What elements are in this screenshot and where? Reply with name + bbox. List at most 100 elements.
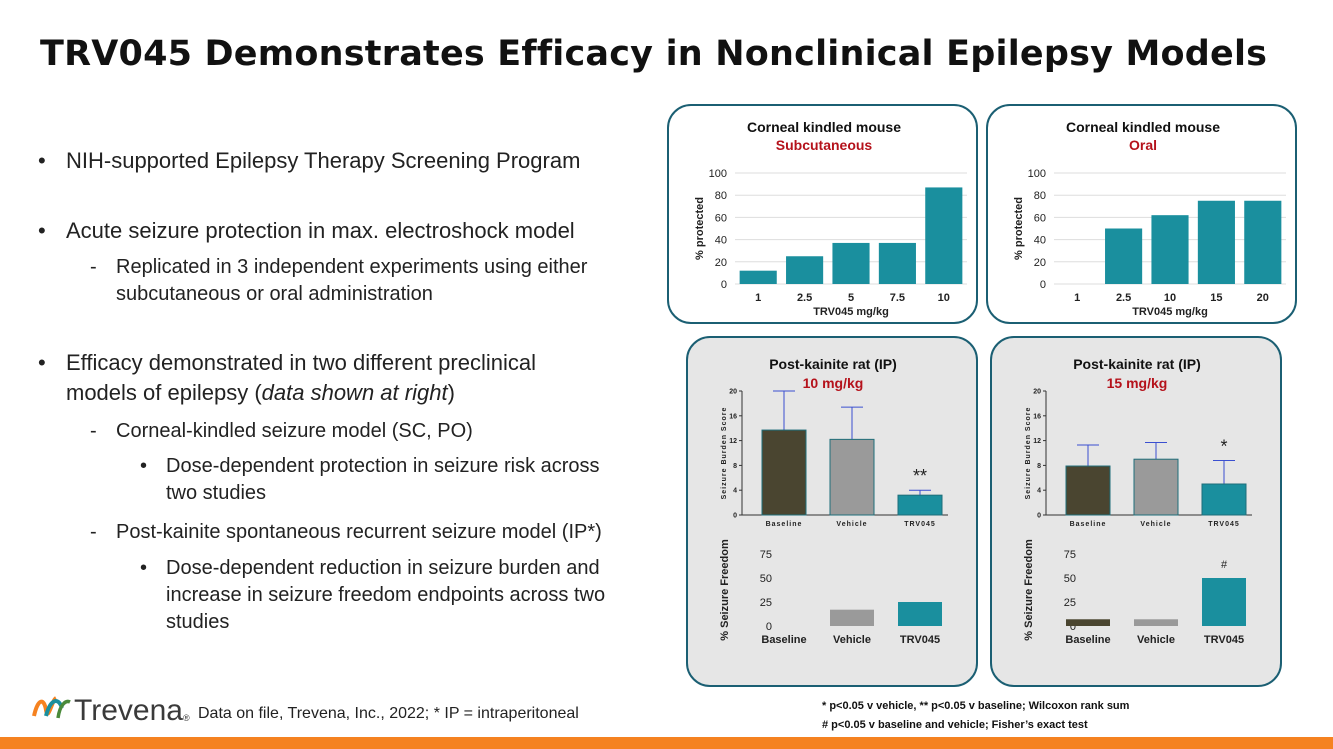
x-axis-label: TRV045 mg/kg — [813, 306, 889, 318]
x-tick-label: 15 — [1210, 292, 1222, 304]
significance-marker: ** — [913, 466, 927, 486]
trevena-logo: Trevena ® — [32, 690, 192, 727]
chart-title: Corneal kindled mouse — [1066, 119, 1220, 135]
chart-title: Corneal kindled mouse — [747, 119, 901, 135]
chart-subtitle: Subcutaneous — [776, 137, 873, 153]
y-tick-label: 100 — [1028, 168, 1046, 180]
y-axis-label: Seizure Burden Score — [1025, 407, 1032, 500]
bar — [832, 242, 870, 284]
bullet-3-italic: data shown at right — [261, 380, 448, 405]
statistics-notes: * p<0.05 v vehicle, ** p<0.05 v baseline… — [822, 697, 1129, 735]
chart-sc: Corneal kindled mouse Subcutaneous 0 20 40 60… — [694, 119, 967, 318]
bullet-3-text-a: models of epilepsy ( — [66, 380, 262, 405]
chart-panel-oral: Corneal kindled mouse Oral 0 20 40 60 80 100 % p… — [986, 104, 1297, 324]
y-tick-label: 20 — [1034, 257, 1046, 269]
x-tick-label: TRV045 — [1204, 634, 1244, 646]
x-tick-label: 10 — [938, 292, 950, 304]
significance-marker: * — [1220, 436, 1227, 456]
y-tick-label: 50 — [1064, 573, 1076, 585]
y-axis-label: % Seizure Freedom — [719, 539, 731, 641]
note-2: # p<0.05 v baseline and vehicle; Fisher’… — [822, 719, 1088, 731]
chart-oral: Corneal kindled mouse Oral 0 20 40 60 80 100 % p… — [1013, 119, 1286, 318]
slide-title: TRV045 Demonstrates Efficacy in Nonclini… — [40, 34, 1268, 74]
bar — [1244, 200, 1282, 284]
x-axis-label: TRV045 mg/kg — [1132, 306, 1208, 318]
x-tick-label: 1 — [755, 292, 761, 304]
note-1: * p<0.05 v vehicle, ** p<0.05 v baseline… — [822, 700, 1130, 712]
chart-kainite-15: Post-kainite rat (IP) 15 mg/kg 0 4 8 12 16 20 Se… — [1023, 356, 1252, 646]
y-tick-label: 0 — [1037, 513, 1041, 520]
y-tick-label: 12 — [1033, 438, 1041, 445]
x-tick-label: Vehicle — [836, 521, 867, 528]
y-tick-label: 60 — [1034, 212, 1046, 224]
chart-kainite-10: Post-kainite rat (IP) 10 mg/kg 0 4 8 12 16 20 Se… — [719, 356, 948, 646]
y-tick-label: 0 — [1070, 621, 1076, 633]
bar — [1066, 619, 1110, 626]
trevena-logo-icon: Trevena ® — [32, 694, 190, 727]
chart-title: Post-kainite rat (IP) — [1073, 356, 1201, 372]
brand-name: Trevena — [74, 694, 183, 726]
y-tick-label: 25 — [1064, 597, 1076, 609]
y-tick-label: 60 — [715, 212, 727, 224]
sub-sub-kainite-2: increase in seizure freedom endpoints ac… — [166, 584, 606, 606]
sub-sub-corneal-1: Dose-dependent protection in seizure ris… — [166, 455, 600, 477]
bar — [897, 494, 943, 516]
y-tick-label: 50 — [760, 573, 772, 585]
bar — [1197, 200, 1235, 284]
y-tick-label: 16 — [1033, 413, 1041, 420]
y-tick-label: 40 — [715, 235, 727, 247]
bar — [1133, 458, 1179, 516]
bar — [1151, 215, 1189, 284]
y-tick-label: 4 — [1037, 488, 1041, 495]
y-tick-label: 8 — [1037, 463, 1041, 470]
x-tick-label: 1 — [1074, 292, 1080, 304]
y-axis-label: % protected — [694, 197, 706, 260]
y-tick-label: 20 — [715, 257, 727, 269]
bar — [878, 242, 916, 284]
y-tick-label: 0 — [766, 621, 772, 633]
x-tick-label: TRV045 — [1208, 521, 1240, 528]
bullet-3-text-c: ) — [447, 380, 455, 405]
y-tick-label: 25 — [760, 597, 772, 609]
sub-sub-kainite-3: studies — [166, 611, 230, 633]
x-tick-label: 2.5 — [1116, 292, 1131, 304]
x-tick-label: TRV045 — [904, 521, 936, 528]
dash-mark: - — [90, 256, 97, 278]
x-tick-label: 20 — [1257, 292, 1269, 304]
chart-subtitle: Oral — [1129, 137, 1157, 153]
y-tick-label: 20 — [729, 389, 737, 396]
source-note: Data on file, Trevena, Inc., 2022; * IP … — [198, 705, 579, 722]
bullet-2-sub-1: Replicated in 3 independent experiments … — [116, 256, 588, 278]
x-tick-label: Baseline — [766, 521, 803, 528]
bar — [830, 609, 874, 626]
bar — [786, 256, 824, 284]
bar — [898, 602, 942, 626]
registered-mark: ® — [183, 713, 190, 723]
x-tick-label: 10 — [1164, 292, 1176, 304]
x-tick-label: 2.5 — [797, 292, 812, 304]
y-tick-label: 4 — [733, 488, 737, 495]
x-tick-label: Baseline — [1065, 634, 1110, 646]
dash-mark: - — [90, 521, 97, 543]
bullet-dot: • — [38, 148, 46, 173]
y-tick-label: 0 — [1040, 279, 1046, 291]
chart-title: Post-kainite rat (IP) — [769, 356, 897, 372]
x-tick-label: 7.5 — [890, 292, 905, 304]
y-tick-label: 75 — [1064, 549, 1076, 561]
significance-marker: # — [1221, 559, 1228, 571]
y-tick-label: 80 — [715, 190, 727, 202]
y-tick-label: 80 — [1034, 190, 1046, 202]
chart-subtitle: 15 mg/kg — [1107, 375, 1168, 391]
y-tick-label: 8 — [733, 463, 737, 470]
bar — [1202, 578, 1246, 626]
bullet-dot: • — [140, 455, 148, 477]
chart-panel-kainite-15: Post-kainite rat (IP) 15 mg/kg 0 4 8 12 16 20 Se… — [990, 336, 1282, 687]
y-axis-label: % Seizure Freedom — [1023, 539, 1035, 641]
chart-panel-kainite-10: Post-kainite rat (IP) 10 mg/kg 0 4 8 12 16 20 Se… — [686, 336, 978, 687]
bar — [1134, 619, 1178, 626]
bullet-3-line-1: Efficacy demonstrated in two different p… — [66, 350, 536, 375]
chart-panel-sc: Corneal kindled mouse Subcutaneous 0 20 40 60… — [667, 104, 978, 324]
sub-bullet-kainite: Post-kainite spontaneous recurrent seizu… — [116, 521, 602, 543]
bar — [1105, 228, 1143, 284]
y-tick-label: 12 — [729, 438, 737, 445]
